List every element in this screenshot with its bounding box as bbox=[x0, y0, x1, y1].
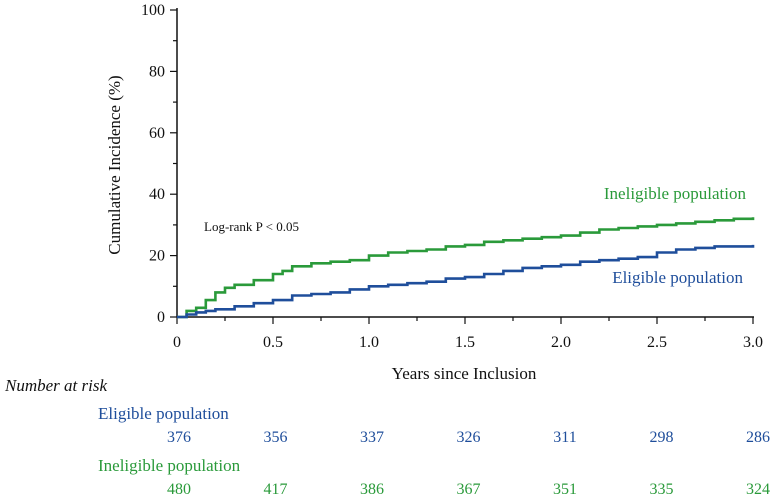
risk-count: 311 bbox=[553, 429, 577, 446]
series-line-eligible bbox=[177, 244, 755, 319]
risk-table-title: Number at risk bbox=[5, 376, 107, 395]
series-label-ineligible: Ineligible population bbox=[604, 184, 747, 203]
risk-count: 324 bbox=[746, 481, 770, 498]
y-tick-label: 60 bbox=[149, 125, 165, 142]
risk-count: 417 bbox=[263, 481, 288, 498]
x-tick-label: 2.0 bbox=[551, 334, 571, 351]
series-labels: Ineligible population Eligible population bbox=[604, 184, 747, 287]
risk-count: 376 bbox=[167, 429, 191, 446]
risk-count: 480 bbox=[167, 481, 191, 498]
x-tick-label: 2.5 bbox=[647, 334, 667, 351]
logrank-annotation: Log-rank P < 0.05 bbox=[204, 219, 299, 234]
y-tick-label: 80 bbox=[149, 63, 165, 80]
y-axis-title: Cumulative Incidence (%) bbox=[105, 75, 124, 254]
x-tick-label: 0 bbox=[173, 334, 181, 351]
series-label-eligible: Eligible population bbox=[612, 268, 743, 287]
series-line-ineligible bbox=[177, 217, 755, 319]
risk-count: 356 bbox=[263, 429, 288, 446]
risk-count: 326 bbox=[456, 429, 481, 446]
risk-group-name: Eligible population bbox=[98, 404, 229, 423]
x-tick-label: 3.0 bbox=[743, 334, 763, 351]
risk-count: 298 bbox=[649, 429, 674, 446]
x-tick-label: 1.5 bbox=[455, 334, 475, 351]
risk-count: 367 bbox=[456, 481, 481, 498]
axes: 0 20 40 60 80 100 0 0.5 1.0 1.5 2.0 2.5 3.0 bbox=[141, 2, 763, 351]
x-tick-label: 0.5 bbox=[263, 334, 283, 351]
risk-count: 286 bbox=[746, 429, 770, 446]
x-tick-label: 1.0 bbox=[359, 334, 379, 351]
y-tick-label: 40 bbox=[149, 186, 165, 203]
risk-count: 351 bbox=[553, 481, 577, 498]
y-tick-label: 100 bbox=[141, 2, 165, 19]
y-tick-label: 20 bbox=[149, 248, 165, 265]
x-axis-title: Years since Inclusion bbox=[392, 364, 537, 383]
risk-count: 335 bbox=[649, 481, 674, 498]
risk-group-name: Ineligible population bbox=[98, 456, 241, 475]
series-lines bbox=[177, 217, 755, 319]
risk-count: 386 bbox=[360, 481, 384, 498]
y-tick-label: 0 bbox=[157, 309, 165, 326]
risk-count: 337 bbox=[360, 429, 384, 446]
